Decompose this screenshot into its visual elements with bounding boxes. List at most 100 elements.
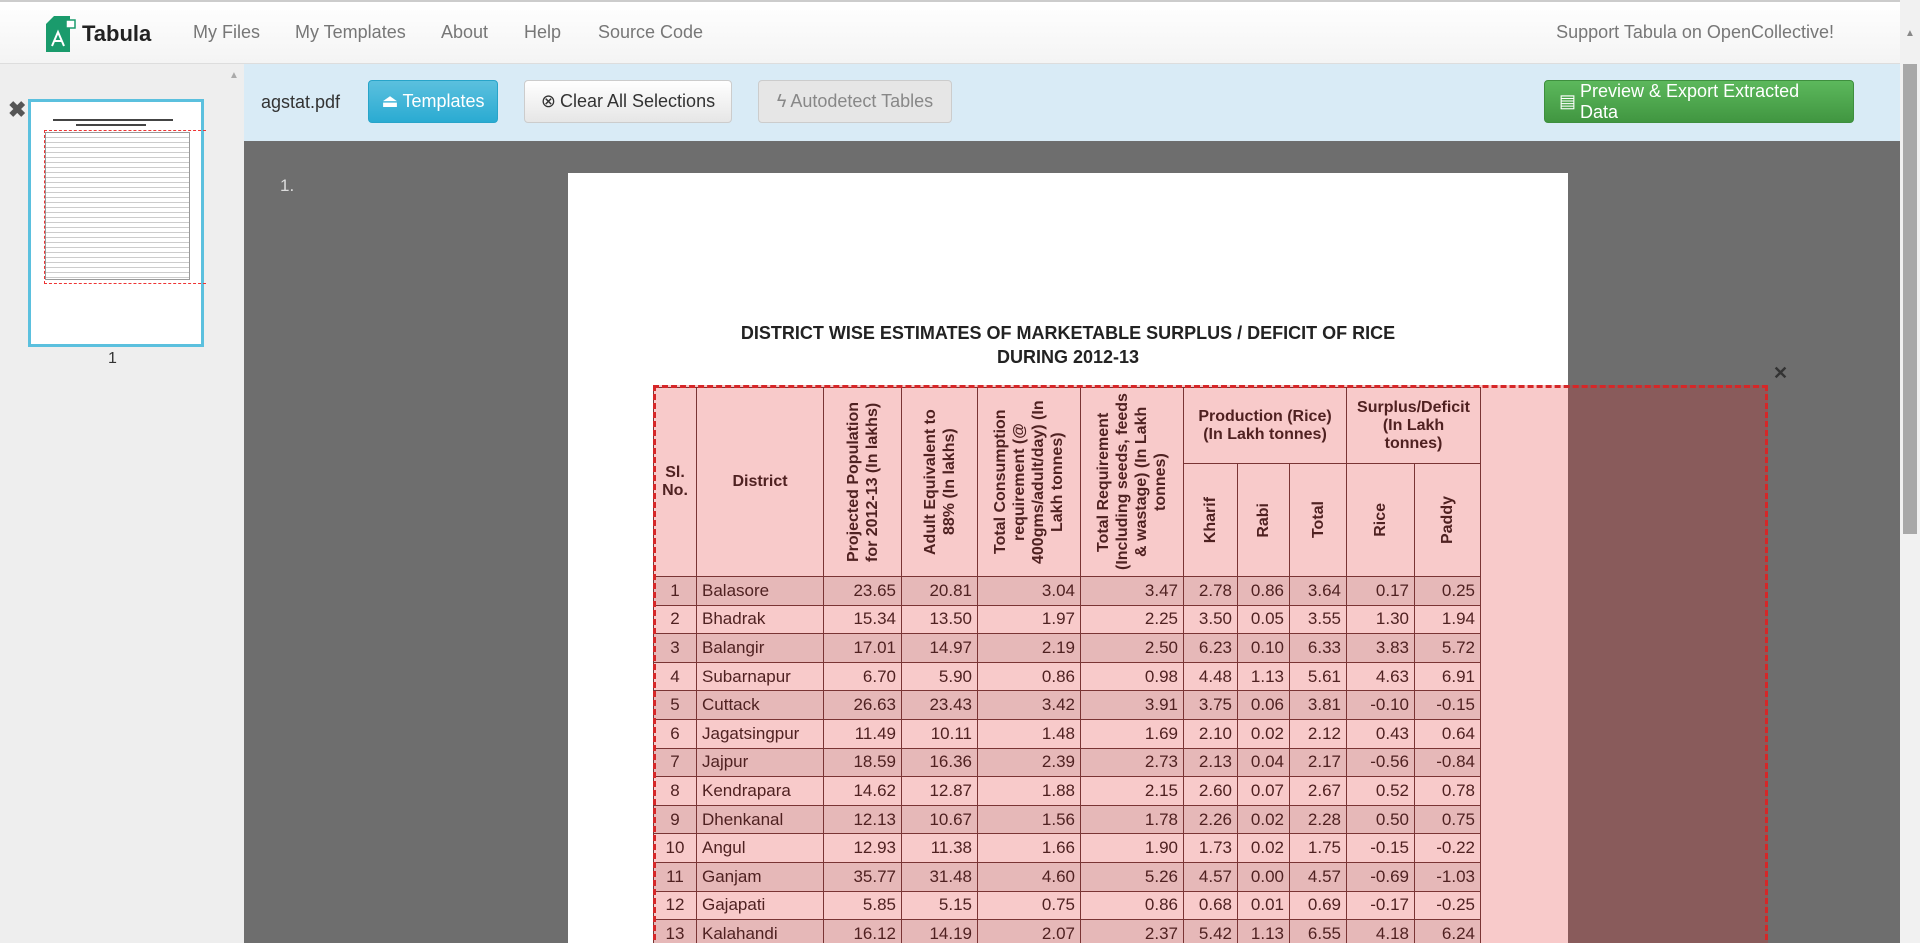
table-row: 1 Balasore 23.65 20.81 3.04 3.47 2.78 0.86 3.64 0… bbox=[653, 576, 1481, 606]
table-row: 8 Kendrapara 14.62 12.87 1.88 2.15 2.60 0.07 2.6… bbox=[653, 776, 1481, 806]
table-cell: 1.66 bbox=[977, 833, 1081, 863]
table-cell: 11 bbox=[653, 861, 697, 892]
table-selection[interactable] bbox=[653, 385, 1768, 943]
table-cell: 14.97 bbox=[901, 633, 978, 663]
header-population: Projected Population for 2012-13 (In lak… bbox=[823, 387, 902, 577]
table-cell: 10.67 bbox=[901, 804, 978, 835]
header-slno: Sl. No. bbox=[653, 387, 697, 577]
table-cell: 4 bbox=[653, 661, 697, 692]
title-line-2: DURING 2012-13 bbox=[996, 347, 1140, 367]
header-kharif: Kharif bbox=[1183, 463, 1238, 577]
title-line-1: DISTRICT WISE ESTIMATES OF MARKETABLE SU… bbox=[740, 323, 1396, 343]
table-cell: 2.19 bbox=[977, 633, 1081, 663]
templates-icon: ⏏ bbox=[381, 91, 399, 111]
table-cell: 2.13 bbox=[1183, 747, 1238, 778]
table-cell: 0.05 bbox=[1237, 604, 1290, 635]
filename: agstat.pdf bbox=[261, 92, 341, 112]
table-cell: 2.25 bbox=[1080, 604, 1184, 635]
support-link[interactable]: Support Tabula on OpenCollective! bbox=[1556, 22, 1834, 42]
table-cell: 6.33 bbox=[1289, 633, 1347, 663]
table-cell: 0.17 bbox=[1346, 576, 1415, 606]
templates-label: Templates bbox=[402, 91, 485, 111]
clear-icon: ⊗ bbox=[540, 91, 556, 111]
table-cell: 0.43 bbox=[1346, 718, 1415, 749]
table-cell: 5.15 bbox=[901, 890, 978, 921]
table-cell: 12.93 bbox=[823, 833, 902, 863]
table-cell: 5.72 bbox=[1414, 633, 1481, 663]
table-cell: 1.48 bbox=[977, 718, 1081, 749]
header-rabi: Rabi bbox=[1237, 463, 1290, 577]
nav-my-files[interactable]: My Files bbox=[193, 22, 260, 42]
autodetect-button[interactable]: ϟ Autodetect Tables bbox=[758, 80, 952, 123]
table-row: 11 Ganjam 35.77 31.48 4.60 5.26 4.57 0.00 4.57 -0… bbox=[653, 861, 1481, 892]
header-paddy: Paddy bbox=[1414, 463, 1481, 577]
table-cell: 2.07 bbox=[977, 919, 1081, 943]
table-cell: 2.15 bbox=[1080, 776, 1184, 806]
table-cell: 1.78 bbox=[1080, 804, 1184, 835]
table-row: 2 Bhadrak 15.34 13.50 1.97 2.25 3.50 0.05 3.55 1.… bbox=[653, 604, 1481, 635]
scroll-up-icon[interactable]: ▲ bbox=[1905, 28, 1915, 39]
header-surplus: Surplus/Deficit (In Lakh tonnes) bbox=[1346, 387, 1481, 464]
nav-my-templates[interactable]: My Templates bbox=[295, 22, 406, 42]
header-total: Total bbox=[1289, 463, 1347, 577]
sidebar-scrollbar[interactable]: ▲ bbox=[224, 64, 244, 943]
table-row: 3 Balangir 17.01 14.97 2.19 2.50 6.23 0.10 6.33 3… bbox=[653, 633, 1481, 663]
navbar: Tabula My Files My Templates About Help … bbox=[0, 0, 1900, 64]
table-cell: 3.47 bbox=[1080, 576, 1184, 606]
table-cell: 2.17 bbox=[1289, 747, 1347, 778]
nav-about[interactable]: About bbox=[441, 22, 489, 42]
table-cell: 6.23 bbox=[1183, 633, 1238, 663]
clear-selections-button[interactable]: ⊗ Clear All Selections bbox=[524, 80, 732, 123]
table-cell: 1.13 bbox=[1237, 919, 1290, 943]
table-cell: 31.48 bbox=[901, 861, 978, 892]
data-table: Sl. No. District Projected Population fo… bbox=[653, 387, 1481, 943]
table-cell: -0.25 bbox=[1414, 890, 1481, 921]
table-cell: 2.78 bbox=[1183, 576, 1238, 606]
table-cell: 0.69 bbox=[1289, 890, 1347, 921]
page-scrollbar[interactable]: ▲ bbox=[1900, 0, 1920, 943]
table-cell: 3.50 bbox=[1183, 604, 1238, 635]
page-thumbnail[interactable] bbox=[28, 99, 206, 347]
table-cell: -0.17 bbox=[1346, 890, 1415, 921]
table-cell: 14.19 bbox=[901, 919, 978, 943]
table-cell: 0.10 bbox=[1237, 633, 1290, 663]
remove-page-icon[interactable]: ✖ bbox=[8, 97, 27, 122]
table-cell: 3.04 bbox=[977, 576, 1081, 606]
export-button[interactable]: ▤ Preview & Export Extracted Data bbox=[1544, 80, 1854, 123]
templates-button[interactable]: ⏏ Templates bbox=[368, 80, 498, 123]
table-cell: 0.02 bbox=[1237, 833, 1290, 863]
table-cell: 2.50 bbox=[1080, 633, 1184, 663]
table-cell: 18.59 bbox=[823, 747, 902, 778]
scrollbar-thumb[interactable] bbox=[1903, 64, 1917, 534]
table-cell: 3.81 bbox=[1289, 690, 1347, 720]
table-cell: 2.37 bbox=[1080, 919, 1184, 943]
brand-name: Tabula bbox=[82, 21, 152, 46]
autodetect-label: Autodetect Tables bbox=[790, 91, 934, 111]
table-cell: 1.56 bbox=[977, 804, 1081, 835]
brand[interactable]: Tabula bbox=[46, 16, 151, 52]
thumb-title-line bbox=[53, 119, 173, 121]
table-cell: Balangir bbox=[696, 633, 824, 663]
header-consumption: Total Consumption requirement (@ 400gms/… bbox=[977, 387, 1081, 577]
pdf-viewer: 1. DISTRICT WISE ESTIMATES OF MARKETABLE… bbox=[244, 141, 1900, 943]
table-cell: 1.88 bbox=[977, 776, 1081, 806]
nav-help[interactable]: Help bbox=[524, 22, 562, 42]
thumb-title-line bbox=[76, 124, 146, 126]
table-cell: 13 bbox=[653, 919, 697, 943]
table-cell: 2.73 bbox=[1080, 747, 1184, 778]
table-cell: 0.50 bbox=[1346, 804, 1415, 835]
table-cell: Subarnapur bbox=[696, 661, 824, 692]
table-cell: 0.00 bbox=[1237, 861, 1290, 892]
remove-selection-icon[interactable]: ✕ bbox=[1773, 363, 1789, 383]
table-cell: 4.60 bbox=[977, 861, 1081, 892]
table-cell: 11.49 bbox=[823, 718, 902, 749]
header-district: District bbox=[696, 387, 824, 577]
table-cell: 1.73 bbox=[1183, 833, 1238, 863]
nav-source-code[interactable]: Source Code bbox=[598, 22, 704, 42]
table-row: 4 Subarnapur 6.70 5.90 0.86 0.98 4.48 1.13 5.61 4… bbox=[653, 661, 1481, 692]
scroll-up-icon[interactable]: ▲ bbox=[229, 70, 239, 81]
pdf-page[interactable]: DISTRICT WISE ESTIMATES OF MARKETABLE SU… bbox=[568, 173, 1568, 943]
table-cell: 2.39 bbox=[977, 747, 1081, 778]
clear-label: Clear All Selections bbox=[560, 91, 716, 111]
table-cell: 0.52 bbox=[1346, 776, 1415, 806]
